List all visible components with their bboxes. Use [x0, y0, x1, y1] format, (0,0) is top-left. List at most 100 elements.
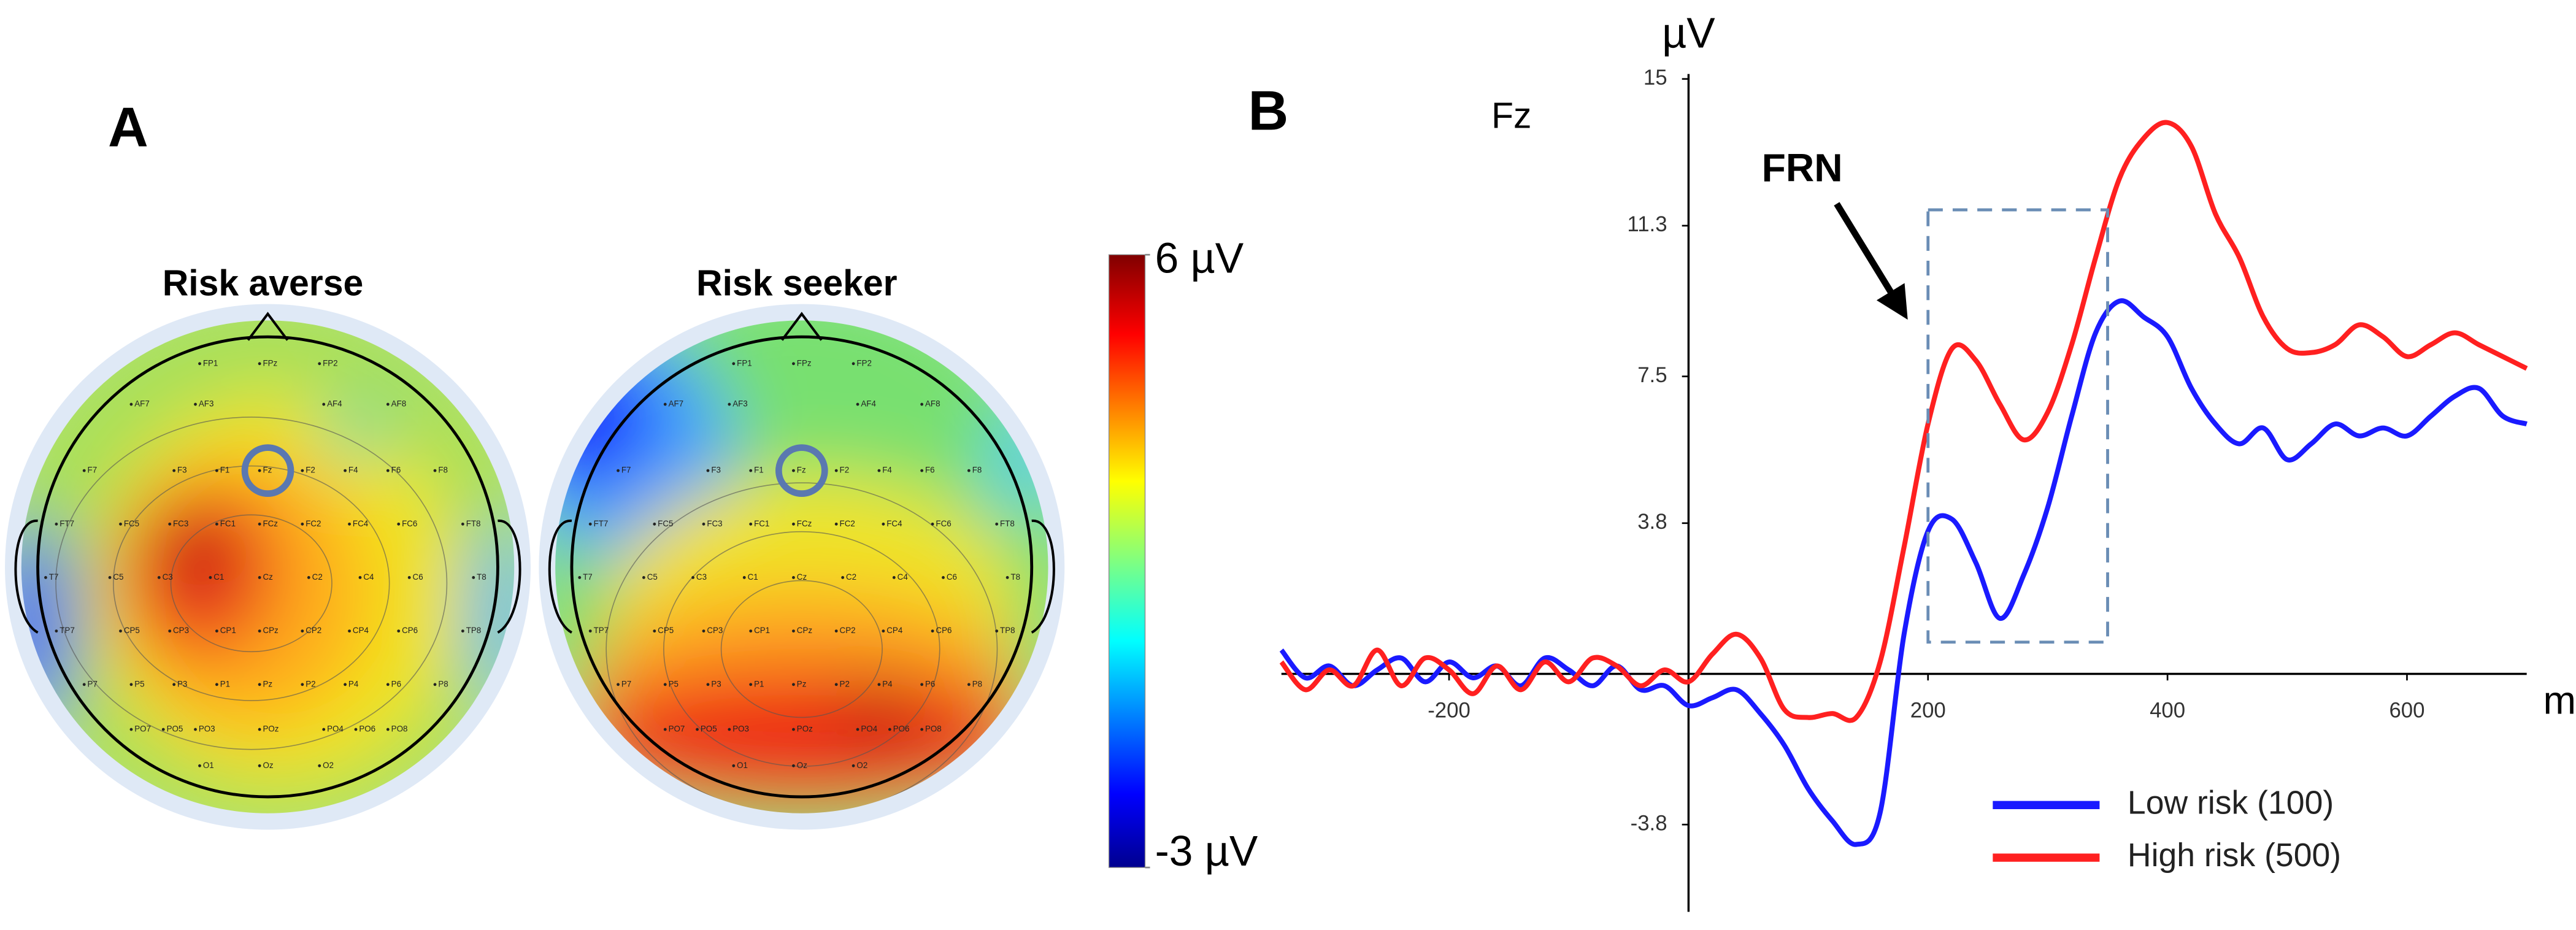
electrode-label: CP6 [936, 626, 952, 635]
electrode [882, 522, 885, 526]
electrode-label: CP2 [306, 626, 321, 635]
electrode-label: F2 [306, 466, 315, 475]
electrode-label: Oz [263, 761, 273, 770]
electrode [119, 629, 122, 633]
color-blob [320, 405, 390, 461]
electrode [215, 469, 218, 472]
electrode-label: TP7 [60, 626, 75, 635]
electrode [55, 629, 58, 633]
electrode [942, 576, 945, 579]
electrode [892, 576, 896, 579]
electrode-label: PO7 [669, 724, 685, 734]
nose [781, 312, 823, 341]
electrode-label: AF7 [669, 399, 684, 409]
electrode-label: PO8 [391, 724, 408, 734]
electrode [834, 469, 838, 472]
electrode [348, 629, 351, 633]
electrode [920, 683, 924, 686]
y-tick-label: 7.5 [1637, 363, 1667, 387]
electrode-label: C1 [213, 572, 224, 582]
contour [55, 417, 448, 750]
electrode [129, 728, 133, 731]
electrode [920, 469, 924, 472]
electrode [856, 728, 859, 731]
electrode [386, 728, 390, 731]
electrode [386, 402, 390, 406]
head-outline [36, 335, 499, 799]
electrode-label: T8 [477, 572, 486, 582]
electrode-label: TP8 [1000, 626, 1015, 635]
electrode [258, 522, 261, 526]
electrode [322, 402, 326, 406]
electrode-label: F1 [754, 466, 764, 475]
electrode-label: AF7 [134, 399, 150, 409]
electrode [706, 683, 710, 686]
electrode-label: P5 [669, 679, 679, 688]
electrode [728, 402, 731, 406]
electrode [852, 362, 855, 366]
electrode-label: C3 [163, 572, 173, 582]
electrode [653, 629, 656, 633]
electrode-label: C6 [947, 572, 957, 582]
electrode-label: F2 [840, 466, 850, 475]
electrode [258, 362, 261, 366]
electrode [834, 629, 838, 633]
electrode [663, 683, 667, 686]
electrode [967, 469, 971, 472]
electrode-label: FC2 [840, 519, 855, 528]
electrode [258, 728, 261, 731]
electrode-label: FC2 [306, 519, 321, 528]
electrode-label: CP5 [658, 626, 674, 635]
electrode [318, 362, 321, 366]
electrode-label: C5 [113, 572, 123, 582]
electrode [215, 683, 218, 686]
contour [606, 482, 998, 813]
electrode [258, 576, 261, 579]
annotation: FRN [1762, 146, 1843, 190]
electrode [702, 522, 706, 526]
electrode-label: CP4 [886, 626, 903, 635]
electrode-label: FC5 [658, 519, 673, 528]
electrode-label: FC6 [402, 519, 417, 528]
electrode-label: C3 [696, 572, 707, 582]
electrode [301, 469, 304, 472]
electrode [433, 683, 437, 686]
electrode-label: POz [263, 724, 279, 734]
x-tick-label: 600 [2389, 698, 2424, 722]
electrode [198, 362, 201, 366]
electrode-label: PO3 [732, 724, 749, 734]
y-tick-label: 15 [1644, 66, 1667, 90]
electrode-label: F7 [621, 466, 631, 475]
electrode-label: TP7 [594, 626, 609, 635]
electrode [792, 522, 795, 526]
electrode-label: F4 [882, 466, 892, 475]
electrode [358, 576, 362, 579]
electrode-highlight [241, 444, 294, 497]
electrode [258, 764, 261, 767]
electrode [209, 576, 212, 579]
electrode-label: FT8 [466, 519, 481, 528]
electrode-label: P6 [925, 679, 935, 688]
electrode-label: P5 [134, 679, 144, 688]
electrode [749, 469, 753, 472]
electrode [617, 683, 620, 686]
electrode [792, 629, 795, 633]
electrode [301, 683, 304, 686]
electrode-label: F4 [348, 466, 358, 475]
electrode-label: F6 [391, 466, 401, 475]
electrode [1005, 576, 1009, 579]
electrode-label: Fz [797, 466, 806, 475]
electrode-label: Pz [797, 679, 807, 688]
electrode-label: FPz [263, 358, 277, 367]
electrode-label: CP3 [707, 626, 723, 635]
electrode-label: T7 [583, 572, 593, 582]
electrode-label: C1 [748, 572, 758, 582]
electrode-label: P1 [754, 679, 764, 688]
electrode-label: PO8 [925, 724, 942, 734]
electrode [706, 469, 710, 472]
electrode [702, 629, 706, 633]
color-blob [21, 521, 71, 728]
electrode-label: P3 [177, 679, 187, 688]
